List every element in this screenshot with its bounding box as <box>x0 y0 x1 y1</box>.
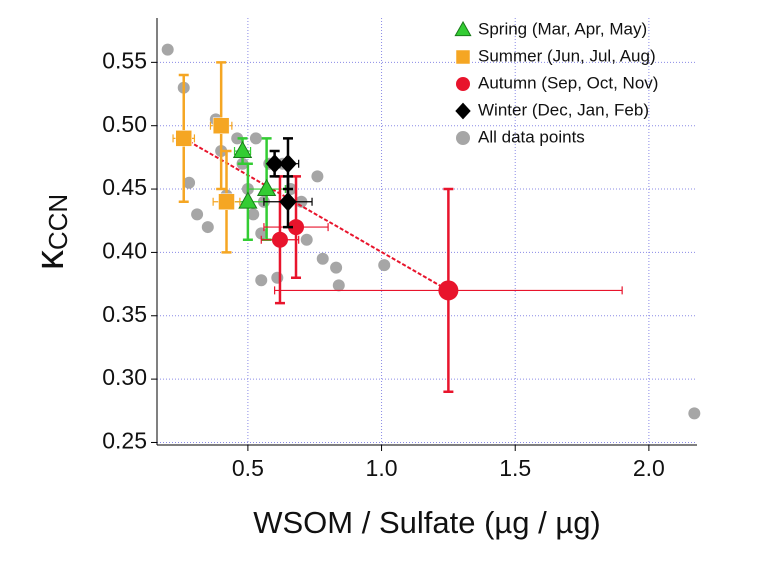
y-label-main: κ <box>28 249 72 270</box>
x-tick-label: 1.0 <box>366 455 398 481</box>
data-point <box>238 191 258 209</box>
data-point <box>279 192 297 212</box>
x-tick-label: 0.5 <box>232 455 264 481</box>
data-point <box>265 154 284 174</box>
legend-marker <box>455 49 471 65</box>
y-tick-label: 0.50 <box>102 111 147 137</box>
data-point <box>175 130 192 147</box>
data-point <box>201 221 214 234</box>
data-point <box>311 170 324 183</box>
y-tick-label: 0.45 <box>102 174 147 200</box>
data-point <box>288 219 305 236</box>
data-point <box>247 208 260 221</box>
y-tick-label: 0.40 <box>102 237 147 263</box>
legend-label: All data points <box>478 127 585 146</box>
y-tick-label: 0.55 <box>102 47 147 73</box>
y-tick-label: 0.30 <box>102 364 147 390</box>
data-point <box>161 43 174 56</box>
data-point <box>271 231 288 248</box>
data-point <box>212 117 230 134</box>
legend-label: Spring (Mar, Apr, May) <box>478 19 647 38</box>
legend-marker <box>455 102 471 120</box>
data-point <box>231 132 244 145</box>
data-point <box>300 233 313 246</box>
y-axis-label: κCCN <box>28 194 73 270</box>
data-point <box>438 280 459 301</box>
y-tick-label: 0.35 <box>102 301 147 327</box>
data-point <box>330 261 343 274</box>
legend-label: Summer (Jun, Jul, Aug) <box>478 46 656 65</box>
legend-marker <box>454 20 472 37</box>
data-point <box>256 178 277 196</box>
legend-marker <box>456 77 470 91</box>
x-axis-label: WSOM / Sulfate (µg / µg) <box>253 505 601 540</box>
data-point <box>378 259 391 272</box>
data-point <box>249 132 262 145</box>
data-point <box>271 271 284 284</box>
x-tick-label: 2.0 <box>633 455 665 481</box>
x-tick-label: 1.5 <box>499 455 531 481</box>
data-point <box>232 140 253 158</box>
legend-label: Winter (Dec, Jan, Feb) <box>478 100 649 119</box>
legend-marker <box>456 131 470 145</box>
data-point <box>279 154 297 174</box>
y-tick-label: 0.25 <box>102 428 147 454</box>
data-point <box>332 279 345 292</box>
data-point <box>183 176 196 189</box>
y-label-sub: CCN <box>43 194 73 250</box>
data-point <box>218 193 235 210</box>
data-point <box>316 252 329 265</box>
fit-line <box>183 137 449 292</box>
data-point <box>255 274 268 287</box>
data-point <box>688 407 701 420</box>
legend-label: Autumn (Sep, Oct, Nov) <box>478 73 658 92</box>
data-point <box>191 208 204 221</box>
